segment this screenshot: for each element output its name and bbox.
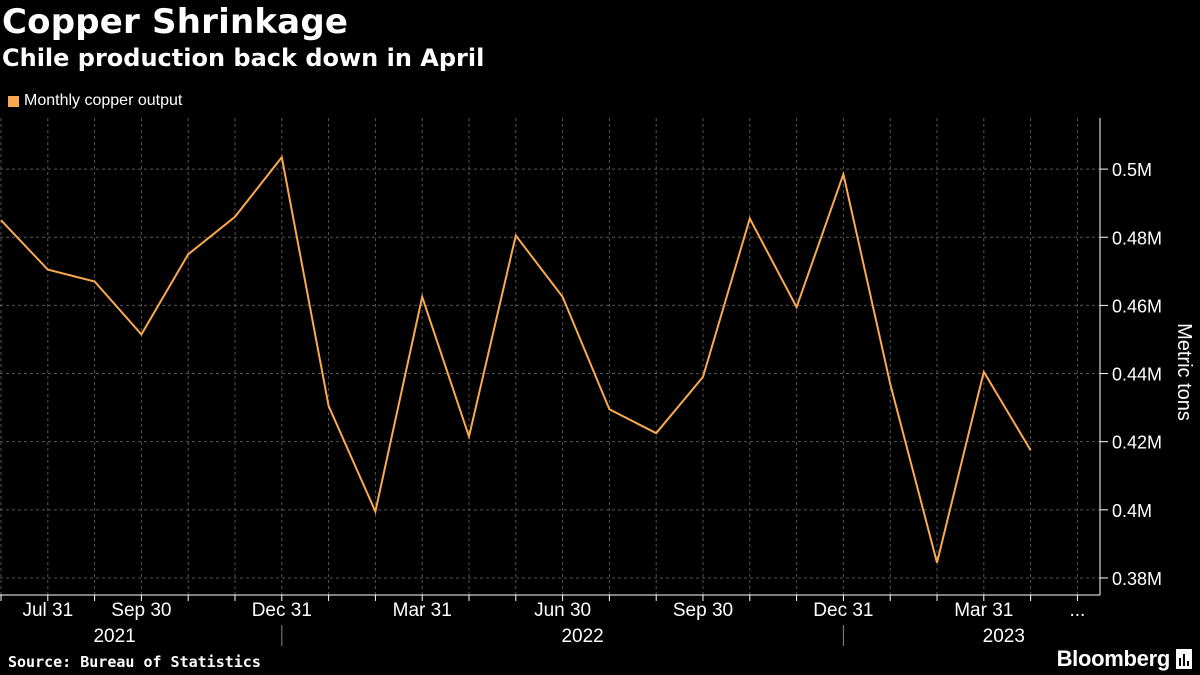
legend: Monthly copper output <box>8 92 182 110</box>
y-tick-label: 0.5M <box>1112 160 1152 180</box>
x-year-label: 2021 <box>93 626 135 647</box>
y-tick-label: 0.48M <box>1112 228 1162 248</box>
y-tick-label: 0.42M <box>1112 433 1162 453</box>
grid <box>0 118 1100 595</box>
x-tick-label: ... <box>1069 600 1085 621</box>
axes: 0.38M 0.4M 0.42M 0.44M 0.46M 0.48M 0.5M Jul 31 S… <box>0 118 1162 647</box>
x-year-label: 2023 <box>983 626 1025 647</box>
x-tick-label: Jun 30 <box>534 600 591 621</box>
source-note: Source: Bureau of Statistics <box>8 653 261 671</box>
x-tick-label: Dec 31 <box>252 600 312 621</box>
y-tick-label: 0.38M <box>1112 569 1162 589</box>
x-tick-label: Sep 30 <box>111 600 171 621</box>
y-tick-label: 0.44M <box>1112 365 1162 385</box>
x-tick-label: Jul 31 <box>22 600 73 621</box>
chart-subtitle: Chile production back down in April <box>2 44 485 72</box>
x-tick-label: Mar 31 <box>393 600 452 621</box>
brand: Bloomberg <box>1057 646 1192 672</box>
series-layer <box>0 154 1032 563</box>
legend-swatch <box>8 95 19 107</box>
x-tick-label: Sep 30 <box>673 600 733 621</box>
chart-title: Copper Shrinkage <box>2 2 349 42</box>
x-tick-label: Dec 31 <box>813 600 873 621</box>
terminal-icon <box>1176 649 1192 669</box>
x-tick-label: Mar 31 <box>954 600 1013 621</box>
bloomberg-logo: Bloomberg <box>1056 646 1171 671</box>
y-tick-label: 0.4M <box>1112 501 1152 521</box>
y-axis-label: Metric tons <box>1173 323 1195 421</box>
legend-label: Monthly copper output <box>24 92 183 109</box>
series-line-monthly-copper-output <box>0 154 1032 563</box>
y-tick-label: 0.46M <box>1112 296 1162 316</box>
x-year-label: 2022 <box>561 626 603 647</box>
